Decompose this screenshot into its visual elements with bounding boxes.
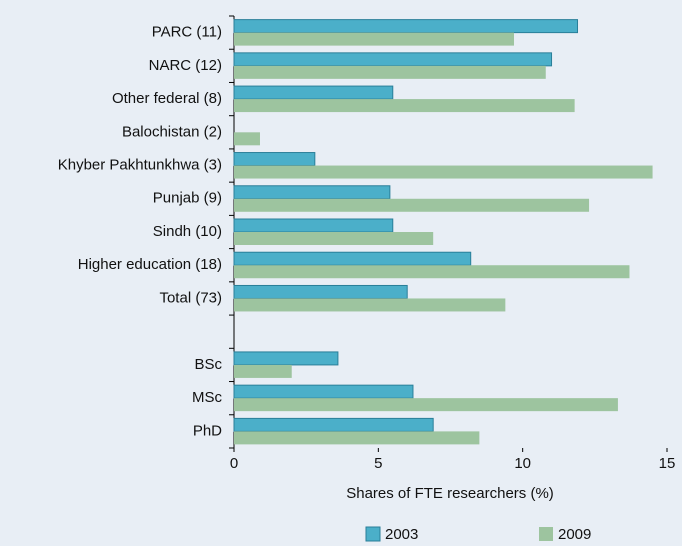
y-tick-label: Khyber Pakhtunkhwa (3)	[58, 157, 222, 174]
x-axis-label: Shares of FTE researchers (%)	[346, 485, 554, 502]
bar	[234, 165, 653, 179]
y-tick-label: PhD	[193, 422, 222, 439]
bar	[233, 417, 434, 432]
y-tick-label: Total (73)	[159, 289, 222, 306]
bar	[234, 265, 630, 279]
y-tick-label: Balochistan (2)	[122, 123, 222, 140]
bar	[234, 132, 260, 146]
legend-swatch	[365, 526, 381, 542]
bar	[234, 198, 590, 212]
bar	[234, 232, 434, 245]
bar	[233, 19, 579, 34]
bar	[233, 52, 553, 67]
bar	[233, 85, 394, 100]
y-tick-label: NARC (12)	[149, 57, 222, 74]
bar	[234, 431, 480, 445]
x-tick-label: 15	[659, 455, 676, 472]
y-tick-label: Higher education (18)	[78, 256, 222, 273]
bar	[233, 185, 391, 200]
legend-label: 2003	[385, 526, 418, 543]
x-tick-label: 0	[230, 455, 238, 472]
bar	[233, 284, 408, 299]
y-tick-label: Sindh (10)	[153, 223, 222, 240]
y-tick-label: MSc	[192, 389, 223, 406]
bar	[233, 218, 394, 233]
y-tick-label: BSc	[194, 356, 222, 373]
bar	[233, 351, 339, 366]
bar	[234, 364, 292, 378]
legend-swatch	[539, 527, 553, 541]
bar	[233, 384, 414, 399]
bar	[234, 65, 546, 79]
x-tick-label: 5	[374, 455, 382, 472]
bar	[234, 398, 618, 412]
bar	[234, 99, 575, 113]
bar	[234, 298, 506, 312]
y-tick-label: Other federal (8)	[112, 90, 222, 107]
y-tick-label: PARC (11)	[152, 24, 222, 41]
bar	[233, 152, 316, 167]
x-tick-label: 10	[514, 455, 531, 472]
legend-label: 2009	[558, 526, 591, 543]
y-tick-label: Punjab (9)	[153, 190, 222, 207]
bar	[233, 251, 472, 266]
bar	[234, 32, 515, 46]
